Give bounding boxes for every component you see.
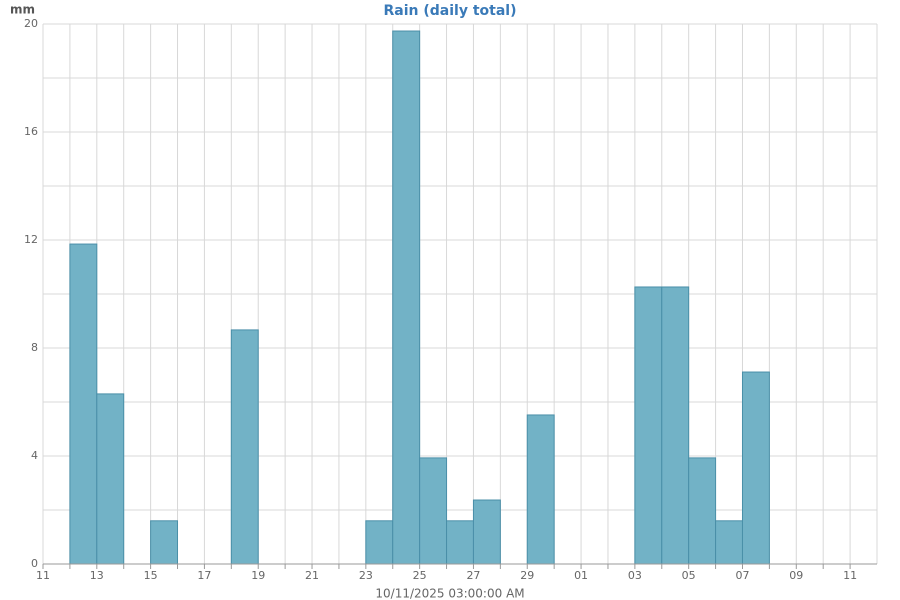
x-tick-label: 11 [36, 569, 50, 582]
bar [446, 520, 474, 565]
y-tick-label: 20 [24, 17, 38, 30]
bar [526, 414, 555, 565]
x-tick-label: 23 [359, 569, 373, 582]
y-tick-label: 4 [31, 449, 38, 462]
bar [661, 286, 690, 565]
bar [96, 393, 125, 565]
x-tick-label: 19 [251, 569, 265, 582]
x-tick-label: 15 [144, 569, 158, 582]
x-tick-label: 29 [520, 569, 534, 582]
x-tick-label: 21 [305, 569, 319, 582]
bar [365, 520, 394, 565]
bar [634, 286, 663, 565]
bar [741, 371, 770, 565]
y-tick-label: 8 [31, 341, 38, 354]
chart-title: Rain (daily total) [384, 3, 517, 19]
bar [419, 457, 448, 565]
y-tick-label: 12 [24, 233, 38, 246]
x-tick-label: 07 [735, 569, 749, 582]
x-tick-label: 01 [574, 569, 588, 582]
x-axis-label: 10/11/2025 03:00:00 AM [375, 587, 524, 600]
x-tick-label: 05 [682, 569, 696, 582]
bar [688, 457, 717, 565]
x-tick-label: 13 [90, 569, 104, 582]
bar [150, 520, 179, 565]
bar [472, 499, 501, 565]
bar [715, 520, 743, 565]
bar [69, 243, 98, 565]
x-tick-label: 27 [466, 569, 480, 582]
y-tick-label: 0 [31, 557, 38, 570]
x-tick-label: 03 [628, 569, 642, 582]
bar [230, 329, 259, 565]
bar [392, 30, 421, 565]
x-tick-label: 11 [843, 569, 857, 582]
y-tick-label: 16 [24, 125, 38, 138]
x-tick-label: 09 [789, 569, 803, 582]
x-tick-label: 25 [413, 569, 427, 582]
x-tick-label: 17 [197, 569, 211, 582]
y-axis-label: mm [10, 3, 35, 17]
